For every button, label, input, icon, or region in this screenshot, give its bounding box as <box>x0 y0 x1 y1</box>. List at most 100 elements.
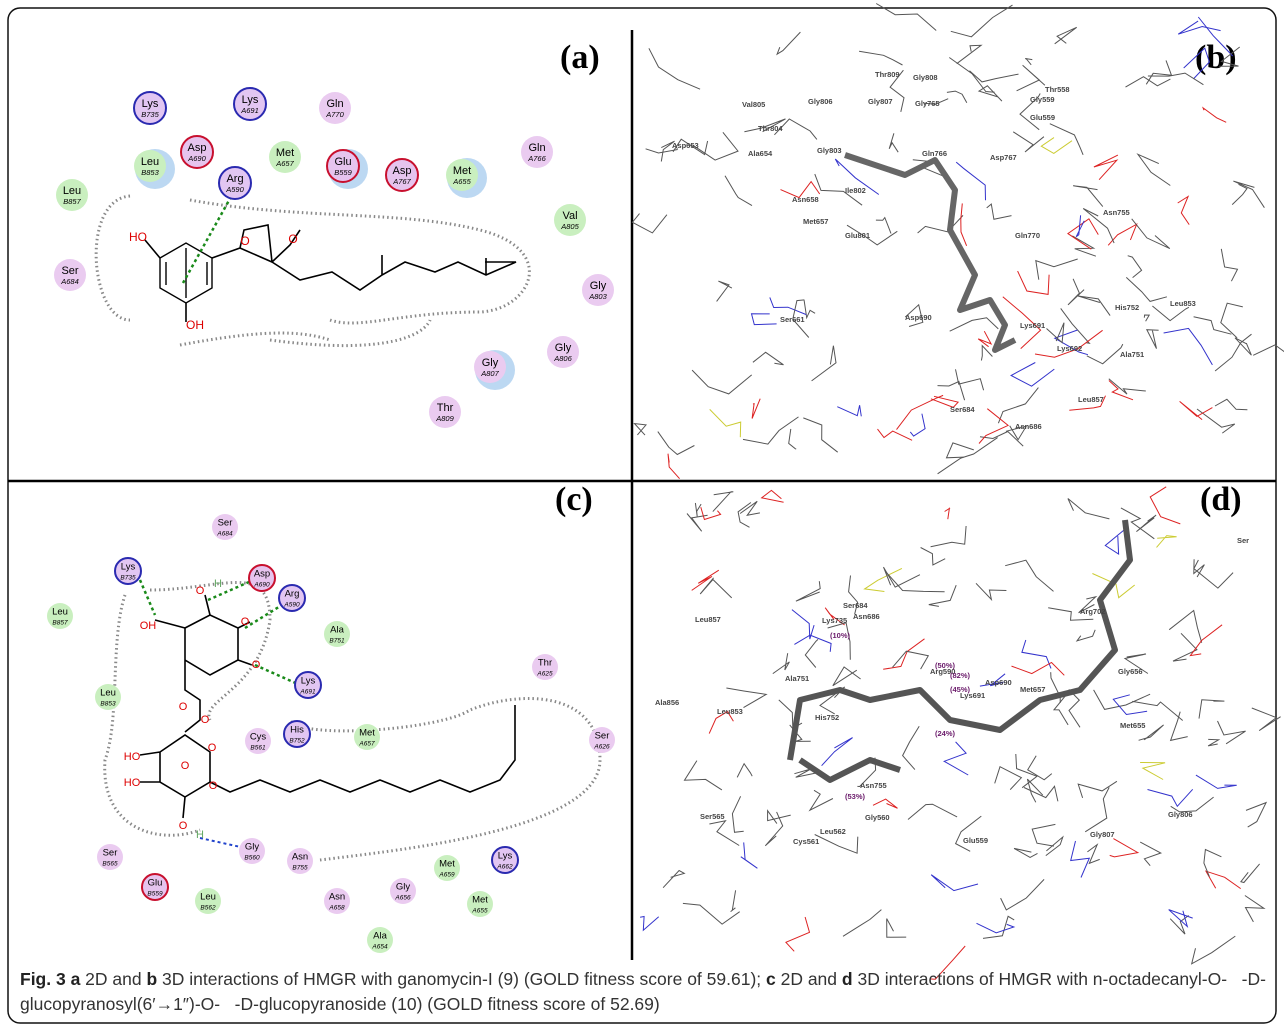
residue-chain: B559 <box>147 891 163 898</box>
residue-label-3d: His752 <box>815 713 839 722</box>
atom-label: HO <box>129 230 147 244</box>
bond <box>995 767 1022 790</box>
residue-label-3d: Ser565 <box>700 812 725 821</box>
residue-name: Glu <box>148 878 163 889</box>
residue-name: Gly <box>555 342 572 354</box>
bond <box>1013 132 1044 152</box>
residue-chain: B562 <box>200 905 216 912</box>
bond <box>640 917 659 931</box>
residue-label-3d: Gly560 <box>865 813 890 822</box>
residue-label-3d: Glu559 <box>1030 113 1055 122</box>
atom-label: O <box>201 714 210 726</box>
residue-name: Met <box>453 165 471 177</box>
residue-name: Gly <box>482 357 499 369</box>
bond <box>1078 296 1110 316</box>
bond <box>828 623 851 660</box>
bond <box>786 917 810 951</box>
bond <box>885 571 944 592</box>
atom-label: OH <box>140 620 157 632</box>
bond <box>812 346 836 381</box>
bond <box>1061 308 1090 343</box>
residue-name: Gln <box>528 142 545 154</box>
residue-name: Leu <box>141 156 159 168</box>
residue-label-3d: Leu853 <box>1170 299 1196 308</box>
residue-label-3d: Asn755 <box>860 781 887 790</box>
residue-name: Met <box>439 859 455 870</box>
bond <box>1055 27 1077 44</box>
bond <box>773 653 790 673</box>
bond <box>1027 779 1042 802</box>
structure-3d <box>632 4 1284 980</box>
bond <box>931 526 967 547</box>
residue-name: Met <box>276 147 294 159</box>
residue-chain: A657 <box>358 741 375 748</box>
residue-chain: A656 <box>394 895 411 902</box>
residue-label-3d: Gly803 <box>817 146 842 155</box>
residue-name: Gly <box>245 842 260 853</box>
residue-chain: A659 <box>438 872 455 879</box>
bond <box>951 5 1013 37</box>
bond <box>726 688 766 708</box>
residue-label-3d: Leu562 <box>820 827 846 836</box>
residue-label-3d: Lys691 <box>1020 321 1045 330</box>
bond <box>1178 21 1220 34</box>
bond <box>1147 330 1159 349</box>
residue-label-3d: Thr558 <box>1045 85 1070 94</box>
bond <box>1126 277 1167 301</box>
residue-name: Lys <box>121 562 136 573</box>
bond <box>762 490 784 502</box>
bond <box>1171 712 1188 741</box>
bond <box>1253 345 1284 365</box>
bond <box>1138 154 1170 185</box>
bond <box>1199 700 1224 719</box>
residue-name: Lys <box>242 94 259 106</box>
panel-label: (c) <box>555 481 593 518</box>
bond <box>981 346 992 361</box>
residue-label-3d: Gly765 <box>915 99 940 108</box>
residue-label-3d: Ser684 <box>843 601 868 610</box>
bond <box>1005 560 1053 591</box>
residue-label-3d: Lys735 <box>822 616 847 625</box>
bond <box>1025 59 1032 65</box>
bond <box>1144 315 1149 321</box>
residue-name: Ala <box>373 931 387 942</box>
atom-label: H <box>214 578 222 590</box>
residue-name: Thr <box>437 402 454 414</box>
bond <box>649 48 700 89</box>
bond <box>1215 334 1251 371</box>
bond <box>1041 138 1072 154</box>
bond <box>632 214 667 233</box>
bond <box>1087 845 1099 864</box>
bond <box>810 790 833 810</box>
atom-label: HO <box>124 751 141 763</box>
residue-name: Met <box>359 728 375 739</box>
residue-label-3d: Gly559 <box>1030 95 1055 104</box>
residue-label-3d: Ala654 <box>748 149 773 158</box>
residue-chain: B752 <box>289 738 305 745</box>
bond <box>1068 499 1110 519</box>
bond <box>938 438 998 474</box>
residue-chain: A590 <box>283 602 300 609</box>
residue-chain: B751 <box>329 638 345 645</box>
bond <box>950 318 999 331</box>
residue-chain: B735 <box>141 110 159 119</box>
residue-name: Thr <box>538 658 552 669</box>
bond <box>889 133 898 152</box>
bond <box>732 796 743 832</box>
residue-label-3d: (24%) <box>935 729 956 738</box>
bond <box>979 86 1002 101</box>
bond <box>1157 536 1177 548</box>
bond <box>717 281 732 301</box>
bond <box>1221 249 1237 281</box>
residue-chain: B559 <box>334 168 352 177</box>
residue-chain: A803 <box>588 292 607 301</box>
residue-chain: A654 <box>371 944 388 951</box>
residue-label-3d: Ala856 <box>655 698 679 707</box>
bond <box>792 610 814 640</box>
bond <box>908 804 957 819</box>
bond <box>1233 181 1264 208</box>
panel-label: (d) <box>1200 481 1242 518</box>
caption: Fig. 3 a 2D and b 3D interactions of HMG… <box>20 967 1272 1017</box>
residue-name: Asn <box>329 892 345 903</box>
residue-chain: A805 <box>560 222 579 231</box>
